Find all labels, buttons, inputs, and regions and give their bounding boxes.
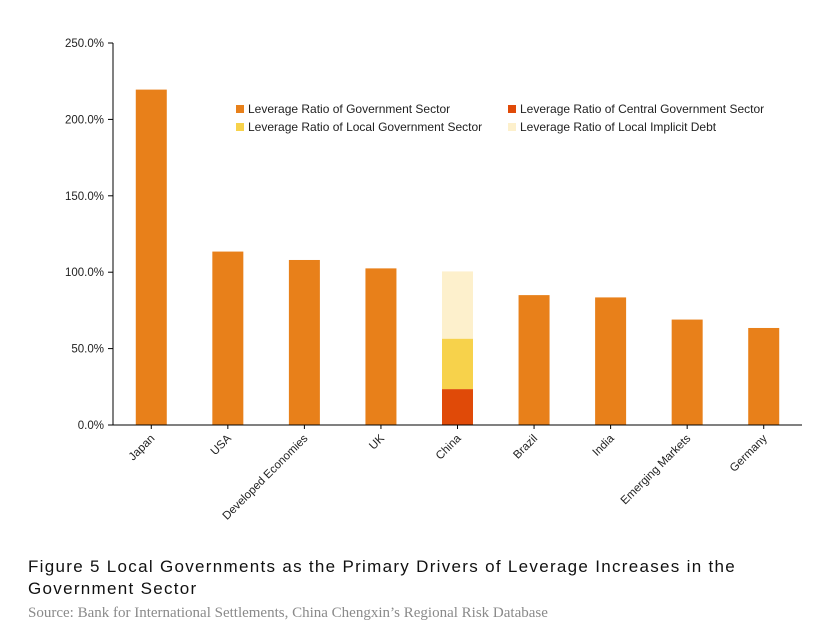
x-tick-label: China <box>434 432 464 462</box>
legend-label: Leverage Ratio of Central Government Sec… <box>520 102 764 116</box>
bar-emerging-markets-series-0 <box>671 319 703 425</box>
bars <box>135 89 780 425</box>
bar-china-series-1 <box>442 389 473 425</box>
y-axis-ticks: 0.0% 50.0% 100.0% 150.0% 200.0% 250.0% <box>65 38 113 432</box>
bar-usa-series-0 <box>212 251 244 425</box>
x-tick-label: India <box>591 432 618 459</box>
y-tick-label: 0.0% <box>78 420 104 432</box>
bar-china-series-3 <box>442 271 473 339</box>
legend-swatch <box>236 105 244 113</box>
y-tick-label: 50.0% <box>71 344 104 356</box>
bar-india-series-0 <box>595 297 627 425</box>
bar-uk-series-0 <box>365 268 397 425</box>
legend-swatch <box>508 123 516 131</box>
x-tick-label: Developed Economies <box>221 432 311 522</box>
bar-japan-series-0 <box>135 89 167 425</box>
legend: Leverage Ratio of Government Sector Lever… <box>236 102 764 134</box>
bar-brazil-series-0 <box>518 295 550 425</box>
y-tick-label: 150.0% <box>65 191 104 203</box>
legend-label: Leverage Ratio of Local Implicit Debt <box>520 120 717 134</box>
bar-germany-series-0 <box>748 327 780 425</box>
bar-china-series-2 <box>442 338 473 390</box>
figure-caption: Figure 5 Local Governments as the Primar… <box>28 557 737 598</box>
source-note: Source: Bank for International Settlemen… <box>28 605 548 621</box>
legend-swatch <box>236 123 244 131</box>
legend-label: Leverage Ratio of Government Sector <box>248 102 450 116</box>
x-tick-label: Brazil <box>511 433 540 462</box>
bar-developed-economies-series-0 <box>288 259 320 425</box>
y-tick-label: 100.0% <box>65 267 104 279</box>
y-tick-label: 200.0% <box>65 114 104 126</box>
bar-chart: 0.0% 50.0% 100.0% 150.0% 200.0% 250.0% Japan U… <box>65 38 802 522</box>
x-tick-label: Japan <box>127 433 158 464</box>
legend-swatch <box>508 105 516 113</box>
x-tick-label: USA <box>209 432 234 457</box>
y-tick-label: 250.0% <box>65 38 104 50</box>
legend-label: Leverage Ratio of Local Government Secto… <box>248 120 482 134</box>
x-tick-label: Germany <box>728 432 770 474</box>
x-tick-label: UK <box>367 432 387 452</box>
x-tick-label: Emerging Markets <box>619 432 694 507</box>
